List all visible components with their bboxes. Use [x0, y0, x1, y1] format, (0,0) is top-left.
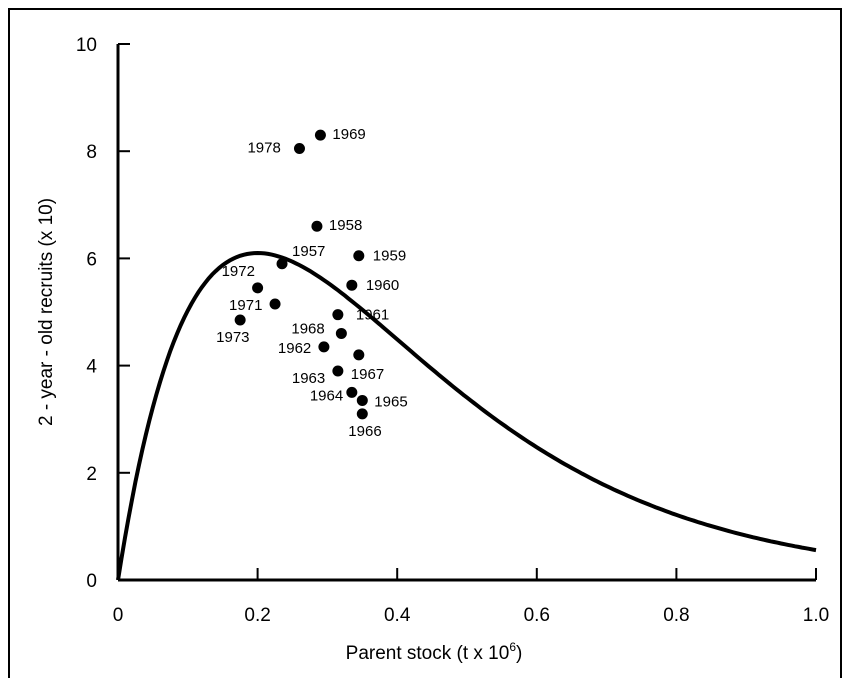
data-point-1972	[252, 282, 264, 294]
axes	[116, 44, 816, 582]
ticks: 0 2 4 6 8 10 0 0.2 0.4 0.6 0.8 1.0	[76, 35, 829, 626]
x-tick-label: 1.0	[803, 605, 829, 626]
point-label-1972: 1972	[222, 263, 255, 280]
x-tick-label: 0.4	[384, 605, 411, 626]
point-label-1967: 1967	[351, 366, 384, 383]
data-point-1962	[318, 341, 330, 353]
data-point-1966	[356, 408, 368, 420]
data-point-1978	[293, 143, 305, 155]
y-axis-title: 2 - year - old recruits (x 10)	[36, 198, 57, 426]
data-point-1958	[311, 220, 323, 232]
data-point-1971	[269, 298, 281, 310]
point-label-1968: 1968	[291, 320, 324, 337]
x-tick-label: 0.2	[244, 605, 270, 626]
y-tick-label: 0	[86, 571, 97, 592]
x-tick-label: 0	[113, 605, 124, 626]
y-tick-label: 2	[86, 464, 97, 485]
data-point-1959	[353, 250, 365, 262]
y-tick-label: 8	[86, 142, 97, 163]
y-tick-label: 10	[76, 35, 97, 56]
point-label-1962: 1962	[278, 340, 311, 357]
x-axis-title: Parent stock (t x 106)	[346, 640, 523, 664]
data-point-1960	[346, 279, 358, 291]
data-point-1967	[353, 349, 365, 361]
data-point-1969	[314, 129, 326, 141]
point-label-1973: 1973	[216, 329, 249, 346]
y-tick-label: 4	[86, 357, 97, 378]
point-label-1957: 1957	[292, 243, 325, 260]
point-label-1969: 1969	[332, 126, 365, 143]
x-tick-label: 0.6	[524, 605, 550, 626]
data-point-1964	[346, 386, 358, 398]
data-point-1961	[332, 309, 344, 321]
point-label-1963: 1963	[292, 370, 325, 387]
point-label-1966: 1966	[348, 423, 381, 440]
point-label-1978: 1978	[247, 140, 280, 157]
point-label-1961: 1961	[356, 307, 389, 324]
data-point-1965	[356, 394, 368, 406]
point-label-1971: 1971	[229, 297, 262, 314]
y-tick-label: 6	[86, 249, 97, 270]
data-point-1957	[276, 258, 288, 270]
point-label-1964: 1964	[310, 387, 343, 404]
chart-frame	[8, 8, 842, 678]
x-tick-label: 0.8	[663, 605, 689, 626]
ricker-curve	[116, 250, 817, 581]
point-label-1958: 1958	[329, 217, 362, 234]
point-label-1965: 1965	[374, 393, 407, 410]
data-point-1973	[234, 314, 246, 326]
point-label-1960: 1960	[366, 277, 399, 294]
data-point-1963	[332, 365, 344, 377]
point-label-1959: 1959	[373, 248, 406, 265]
data-point-1968	[335, 327, 347, 339]
